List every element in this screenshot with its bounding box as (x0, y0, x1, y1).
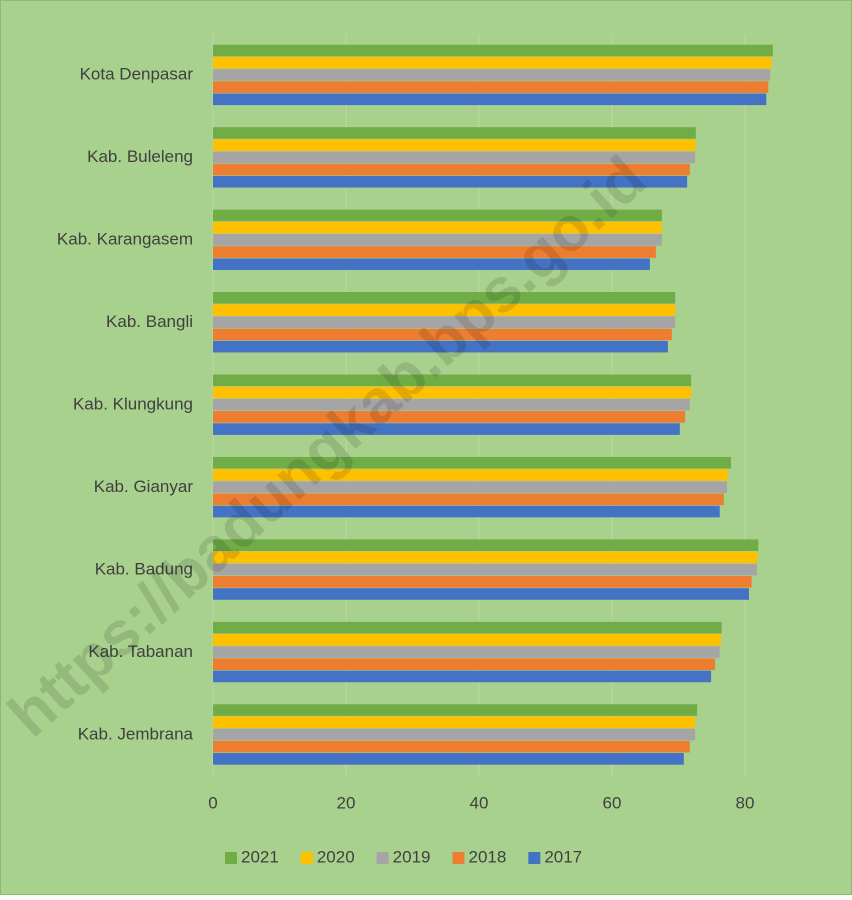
bar (213, 456, 732, 469)
x-tick-label: 20 (337, 793, 356, 812)
y-tick-label: Kab. Buleleng (87, 147, 193, 166)
bar (213, 634, 722, 646)
bar (213, 69, 771, 81)
bar (213, 575, 752, 588)
bar (213, 304, 676, 316)
bar (213, 209, 662, 222)
bar (213, 539, 759, 551)
bar (213, 398, 690, 411)
legend-label: 2021 (241, 847, 279, 866)
bar (213, 56, 772, 69)
bar (213, 151, 696, 164)
bar (213, 670, 712, 683)
x-tick-label: 60 (603, 793, 622, 812)
bar (213, 246, 656, 258)
bar (213, 728, 696, 741)
bar (213, 704, 698, 716)
bar (213, 493, 724, 506)
bar (213, 658, 716, 671)
y-tick-label: Kab. Bangli (106, 312, 193, 331)
legend-swatch (452, 852, 465, 864)
y-tick-label: Kab. Jembrana (78, 724, 194, 743)
x-tick-label: 80 (736, 793, 755, 812)
bar (213, 374, 692, 387)
bar (213, 234, 662, 246)
y-tick-label: Kab. Gianyar (94, 477, 194, 496)
y-tick-label: Kota Denpasar (80, 65, 194, 84)
x-tick-label: 40 (470, 793, 489, 812)
legend-swatch (300, 852, 313, 864)
bar (213, 44, 773, 57)
bar (213, 505, 720, 518)
y-tick-label: Kab. Tabanan (88, 642, 193, 661)
bar (213, 328, 672, 341)
bar (213, 621, 722, 634)
bar (213, 221, 662, 234)
bar (213, 292, 676, 304)
bar (213, 93, 767, 106)
legend-label: 2020 (317, 847, 355, 866)
legend-swatch (528, 852, 541, 864)
bar (213, 740, 690, 753)
legend-label: 2019 (393, 847, 431, 866)
legend-swatch (225, 852, 237, 864)
legend-label: 2018 (468, 847, 506, 866)
bar (213, 646, 720, 658)
y-tick-label: Kab. Karangasem (57, 230, 193, 249)
y-tick-label: Kab. Klungkung (73, 394, 193, 413)
bar (213, 588, 749, 600)
bar (213, 139, 696, 151)
bar (213, 316, 676, 329)
x-tick-label: 0 (208, 793, 217, 812)
legend-label: 2017 (544, 847, 582, 866)
bar (213, 175, 688, 188)
bar (213, 423, 680, 435)
bar (213, 81, 769, 93)
y-tick-label: Kab. Badung (95, 559, 193, 578)
bar (213, 563, 757, 576)
bar (213, 127, 696, 139)
legend-swatch (376, 852, 389, 864)
bar (213, 551, 758, 564)
bar (213, 716, 696, 729)
bar (213, 386, 692, 399)
bar (213, 163, 690, 176)
bar (213, 258, 650, 271)
bar (213, 411, 686, 423)
bar (213, 469, 728, 481)
bar (213, 481, 728, 493)
bar (213, 340, 668, 353)
bar (213, 753, 684, 765)
